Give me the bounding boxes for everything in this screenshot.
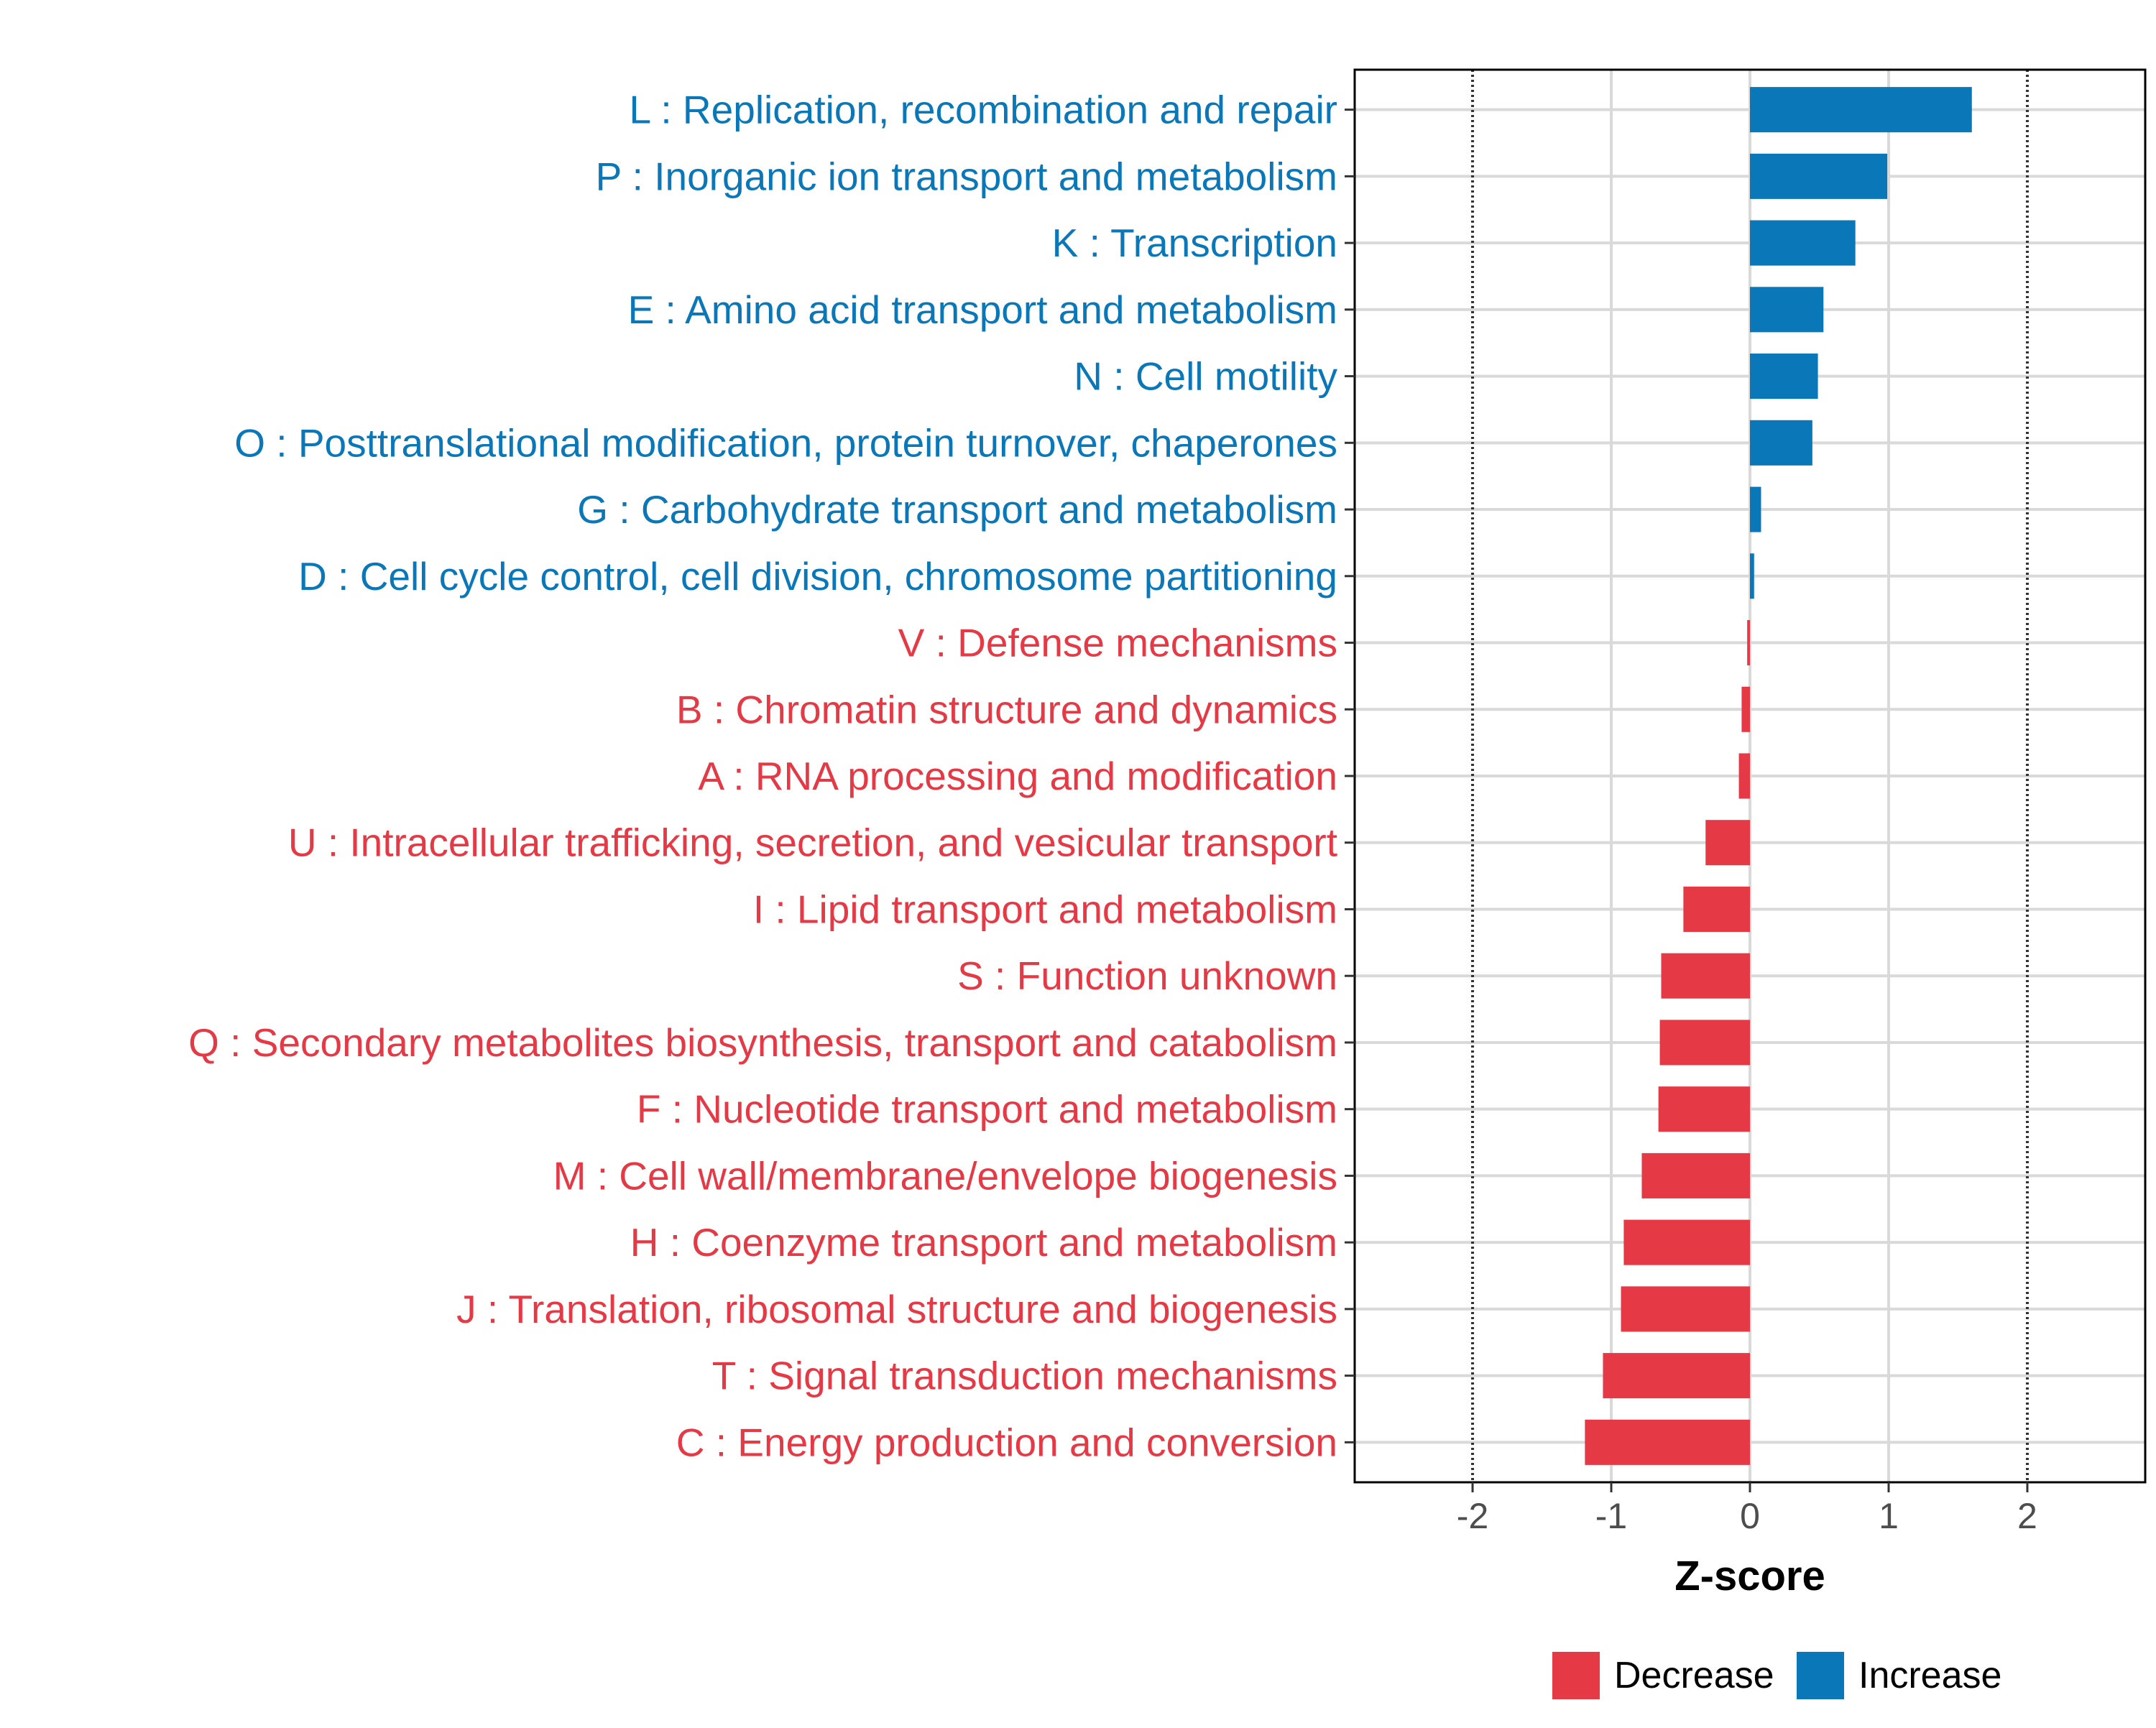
x-axis-title: Z-score xyxy=(1674,1553,1825,1599)
x-tick-label: 2 xyxy=(2017,1496,2037,1536)
y-tick-label: N : Cell motility xyxy=(1074,354,1337,399)
bar xyxy=(1750,553,1754,599)
bar xyxy=(1603,1353,1750,1399)
x-tick-label: 0 xyxy=(1740,1496,1760,1536)
bar xyxy=(1621,1286,1750,1332)
y-tick-label: A : RNA processing and modification xyxy=(698,754,1337,798)
bar xyxy=(1750,486,1761,532)
bar xyxy=(1750,420,1812,466)
bar xyxy=(1705,820,1750,866)
bar xyxy=(1750,87,1972,133)
y-tick-label: F : Nucleotide transport and metabolism xyxy=(637,1087,1337,1132)
bar xyxy=(1750,354,1818,399)
bar xyxy=(1659,1020,1750,1066)
bar xyxy=(1623,1219,1750,1265)
y-tick-label: L : Replication, recombination and repai… xyxy=(630,88,1337,132)
y-tick-label: D : Cell cycle control, cell division, c… xyxy=(298,554,1337,599)
y-tick-label: C : Energy production and conversion xyxy=(676,1420,1337,1464)
bar xyxy=(1658,1086,1750,1132)
bar xyxy=(1585,1419,1750,1465)
y-tick-label: G : Carbohydrate transport and metabolis… xyxy=(577,487,1337,532)
y-tick-label: K : Transcription xyxy=(1052,221,1337,265)
bar xyxy=(1683,886,1750,933)
y-tick-label: P : Inorganic ion transport and metaboli… xyxy=(596,154,1337,198)
legend-swatch xyxy=(1552,1652,1600,1699)
x-tick-label: 1 xyxy=(1879,1496,1899,1536)
y-tick-label: I : Lipid transport and metabolism xyxy=(753,887,1337,931)
bar xyxy=(1741,686,1750,732)
y-tick-label: O : Posttranslational modification, prot… xyxy=(234,420,1337,465)
x-tick-label: -2 xyxy=(1457,1496,1488,1536)
y-tick-label: B : Chromatin structure and dynamics xyxy=(676,687,1337,731)
x-axis: -2 -1 0 1 2 xyxy=(1457,1482,2037,1536)
bar xyxy=(1750,287,1824,333)
legend: Decrease Increase xyxy=(1552,1652,2001,1699)
bar xyxy=(1747,619,1750,666)
reference-lines xyxy=(1471,70,2029,1482)
bar xyxy=(1641,1152,1750,1198)
y-axis: L : Replication, recombination and repai… xyxy=(188,88,1355,1464)
bar xyxy=(1750,220,1856,266)
y-tick-label: U : Intracellular trafficking, secretion… xyxy=(288,821,1337,865)
bar xyxy=(1661,953,1750,999)
y-tick-label: E : Amino acid transport and metabolism xyxy=(628,287,1337,332)
y-tick-label: M : Cell wall/membrane/envelope biogenes… xyxy=(553,1153,1337,1198)
y-tick-label: J : Translation, ribosomal structure and… xyxy=(456,1287,1337,1331)
y-tick-label: Q : Secondary metabolites biosynthesis, … xyxy=(188,1020,1337,1065)
bar xyxy=(1738,753,1750,799)
y-tick-label: T : Signal transduction mechanisms xyxy=(712,1354,1337,1398)
x-tick-label: -1 xyxy=(1595,1496,1627,1536)
bars xyxy=(1585,87,1972,1465)
legend-swatch xyxy=(1797,1652,1844,1699)
y-tick-label: H : Coenzyme transport and metabolism xyxy=(630,1220,1337,1265)
legend-label: Increase xyxy=(1858,1655,2001,1696)
y-tick-label: V : Defense mechanisms xyxy=(898,621,1337,665)
legend-label: Decrease xyxy=(1614,1655,1774,1696)
bar xyxy=(1750,153,1888,199)
y-tick-label: S : Function unknown xyxy=(957,953,1337,998)
